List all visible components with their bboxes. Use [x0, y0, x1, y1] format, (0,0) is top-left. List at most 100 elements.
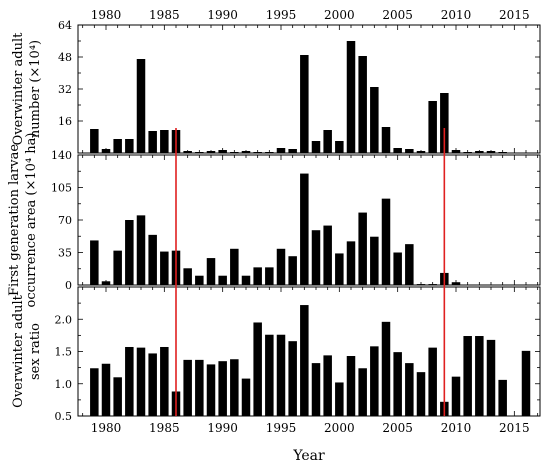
bar-2007	[416, 372, 426, 416]
bar-2004	[381, 198, 391, 285]
top-year-label: 1980	[91, 8, 122, 22]
bar-2006	[405, 244, 414, 285]
bar-2006	[405, 363, 414, 416]
bar-1992	[241, 378, 251, 416]
y-tick-label: 35	[58, 247, 72, 260]
y-tick-label: 140	[51, 149, 72, 162]
bottom-year-label: 1995	[266, 421, 297, 435]
bottom-year-label: 2005	[382, 421, 413, 435]
y-tick-label: 70	[58, 214, 72, 227]
bottom-year-label: 2000	[324, 421, 355, 435]
bar-2014	[498, 379, 507, 416]
bar-1988	[195, 359, 204, 416]
panel-3: 0.5 1.0 1.5 2.0 1980 1985 1990 1995 2000 2005 2010…	[55, 286, 541, 435]
bar-1984	[148, 131, 157, 153]
y-axis-label-line: occurrence area (×10⁴ ha)	[24, 133, 39, 308]
y-tick-label: 32	[58, 83, 72, 96]
bar-1982	[125, 346, 134, 416]
bar-2016	[521, 350, 531, 416]
bar-2009	[440, 93, 449, 153]
bar-1991	[230, 359, 239, 416]
bar-1982	[125, 139, 134, 153]
bar-1993	[253, 322, 262, 416]
bar-1981	[113, 139, 122, 153]
y-axis-label-line: number (×10⁴)	[28, 40, 43, 138]
bar-1979	[90, 368, 99, 416]
bar-1997	[300, 305, 309, 416]
y-axis-label-line: First generation larvae	[7, 144, 22, 296]
bar-2003	[370, 236, 379, 285]
bottom-year-label: 1980	[91, 421, 122, 435]
bottom-year-label: 2015	[499, 421, 530, 435]
bar-2001	[346, 356, 356, 416]
bar-1988	[195, 275, 204, 285]
bar-1997	[300, 55, 309, 153]
panel-frame	[77, 154, 541, 286]
top-year-label: 1995	[266, 8, 297, 22]
bar-1993	[253, 267, 262, 285]
top-year-label: 2005	[382, 8, 413, 22]
top-year-label: 2010	[441, 8, 472, 22]
bar-1984	[148, 353, 157, 416]
bar-2000	[335, 253, 344, 285]
bar-1999	[323, 130, 332, 153]
bar-1984	[148, 234, 157, 285]
bottom-year-label: 1990	[207, 421, 238, 435]
bar-1979	[90, 129, 99, 153]
bar-2012	[475, 336, 484, 416]
bar-1991	[230, 248, 239, 285]
bar-1987	[183, 268, 192, 285]
bar-2000	[335, 382, 344, 416]
bar-2001	[346, 241, 356, 285]
bar-2011	[463, 336, 472, 416]
bar-1982	[125, 220, 134, 285]
bar-2004	[381, 321, 391, 416]
bar-1998	[311, 230, 321, 285]
bar-2003	[370, 346, 379, 416]
bar-2013	[486, 339, 496, 416]
bar-1983	[136, 215, 146, 285]
y-tick-label: 0	[65, 279, 72, 292]
bar-1999	[323, 225, 332, 285]
bottom-year-label: 1985	[149, 421, 180, 435]
bar-1996	[288, 256, 297, 285]
bar-1989	[206, 364, 216, 416]
y-tick-label: 48	[58, 51, 72, 64]
y-tick-label: 64	[58, 19, 72, 32]
panel-2: 0 35 70 105 140	[51, 149, 541, 292]
top-year-label: 1990	[207, 8, 238, 22]
bar-2008	[428, 101, 437, 153]
bar-2005	[393, 252, 402, 285]
y-tick-label: 2.0	[55, 313, 73, 326]
bottom-year-label: 2010	[441, 421, 472, 435]
bar-1979	[90, 240, 99, 285]
top-year-label: 2015	[499, 8, 530, 22]
bar-2008	[428, 347, 437, 416]
bar-1996	[288, 341, 297, 416]
y-tick-label: 105	[51, 182, 72, 195]
bar-1980	[101, 363, 111, 416]
top-year-label: 2000	[324, 8, 355, 22]
y-axis-label-line: Overwinter adult	[11, 32, 26, 145]
bar-1994	[265, 267, 274, 285]
bar-2003	[370, 87, 379, 153]
bar-1983	[136, 347, 146, 416]
x-axis-label: Year	[292, 448, 325, 464]
bar-2004	[381, 127, 391, 153]
bar-2002	[358, 56, 367, 153]
bar-1987	[183, 359, 192, 416]
bar-1999	[323, 355, 332, 416]
bar-1981	[113, 377, 122, 416]
bar-1995	[276, 334, 286, 416]
bar-1992	[241, 275, 251, 285]
y-tick-label: 1.0	[55, 378, 73, 391]
bar-2002	[358, 212, 367, 285]
y-axis-label-line: Overwinter adult	[11, 294, 26, 407]
bar-1998	[311, 141, 321, 153]
bar-1983	[136, 59, 146, 153]
bar-1989	[206, 258, 216, 285]
bar-1998	[311, 363, 321, 416]
panel-1: 16 32 48 64 1980 1985 1990 1995 2000 2005 2010 2015	[58, 8, 541, 154]
y-tick-label: 16	[58, 115, 72, 128]
